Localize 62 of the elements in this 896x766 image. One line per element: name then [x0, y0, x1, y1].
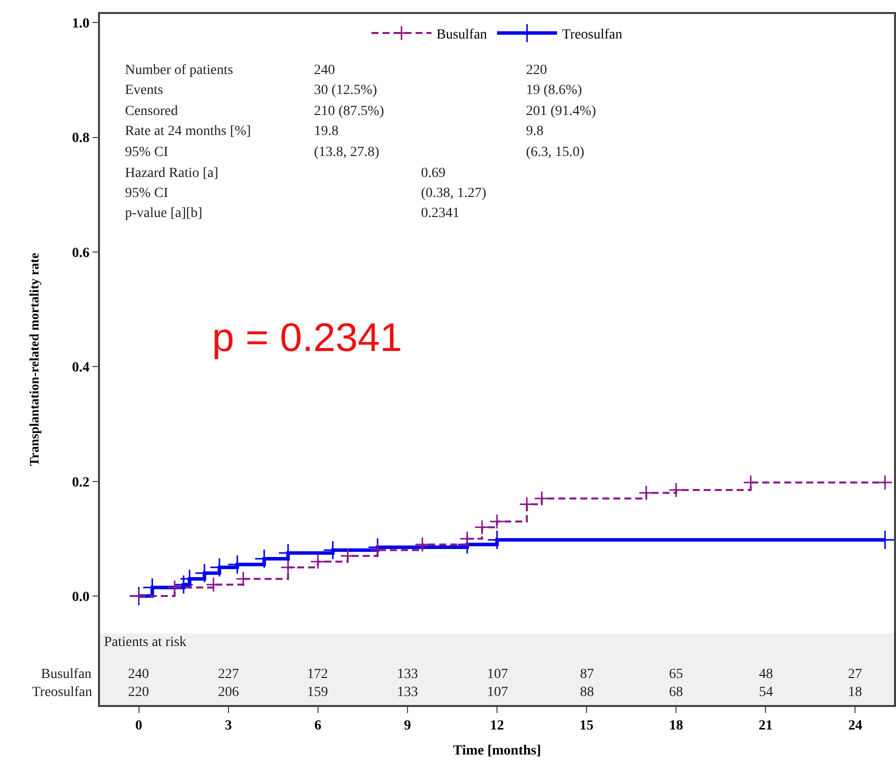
annotation: 159	[307, 685, 328, 700]
annotation: 210 (87.5%)	[314, 104, 384, 119]
annotation: Rate at 24 months [%]	[125, 124, 251, 139]
annotation: 172	[307, 667, 328, 682]
annotation: 19 (8.6%)	[526, 83, 582, 98]
text: Busulfan	[41, 667, 92, 682]
y-tick-label: 0.6	[72, 246, 90, 261]
annotation: p-value [a][b]	[125, 206, 202, 221]
annotation: 206	[218, 685, 239, 700]
x-tick-label: 0	[135, 718, 142, 734]
text: Treosulfan	[32, 685, 92, 700]
annotation: 68	[669, 685, 683, 700]
x-tick-label: 15	[580, 718, 594, 734]
annotation: 87	[580, 667, 594, 682]
x-tick-label: 21	[758, 718, 773, 734]
y-tick-label: 0.4	[72, 360, 90, 376]
annotation: 9.8	[526, 124, 544, 139]
x-tick-label: 3	[224, 718, 232, 734]
annotation: 0.69	[421, 166, 446, 181]
annotation: p = 0.2341	[212, 316, 402, 360]
annotation: 48	[759, 667, 773, 682]
annotation: 54	[759, 685, 773, 700]
annotation: Events	[125, 83, 164, 98]
annotation: (0.38, 1.27)	[421, 186, 487, 201]
annotation: 95% CI	[125, 186, 168, 201]
annotation: 27	[848, 667, 862, 682]
annotation: Number of patients	[125, 63, 234, 78]
annotation: 133	[397, 685, 418, 700]
annotation: Hazard Ratio [a]	[125, 166, 218, 181]
x-tick-label: 9	[404, 718, 411, 734]
x-tick-label: 6	[314, 718, 322, 734]
x-tick-label: 12	[490, 718, 504, 734]
annotation: 240	[314, 63, 335, 78]
legend-label: Treosulfan	[562, 28, 622, 43]
annotation: 227	[218, 667, 239, 682]
y-tick-label: 0.8	[72, 131, 90, 146]
band-label: Patients at risk	[104, 635, 186, 650]
annotation: 107	[487, 685, 508, 700]
y-axis-title: Transplantation-related mortality rate	[26, 252, 42, 466]
legend-label: Busulfan	[436, 28, 488, 43]
y-tick-label: 0.2	[72, 475, 90, 490]
x-tick-label: 24	[848, 718, 862, 734]
x-axis-title: Time [months]	[452, 743, 542, 758]
annotation: 201 (91.4%)	[526, 104, 596, 119]
annotation: 133	[397, 667, 418, 682]
annotation: Censored	[125, 104, 178, 119]
annotation: 65	[669, 667, 683, 682]
annotation: 95% CI	[125, 145, 168, 160]
annotation: (6.3, 15.0)	[526, 145, 585, 160]
y-tick-label: 1.0	[72, 16, 90, 32]
annotation: 240	[128, 667, 149, 682]
annotation: 220	[128, 685, 149, 700]
x-tick-label: 18	[669, 718, 684, 734]
annotation: 107	[487, 667, 508, 682]
annotation: 220	[526, 63, 547, 78]
y-tick-label: 0.0	[72, 590, 90, 605]
annotation: 0.2341	[421, 206, 460, 221]
annotation: 30 (12.5%)	[314, 83, 378, 98]
annotation: 18	[848, 685, 862, 700]
annotation: (13.8, 27.8)	[314, 145, 380, 160]
annotation: 19.8	[314, 124, 338, 139]
annotation: 88	[580, 685, 594, 700]
